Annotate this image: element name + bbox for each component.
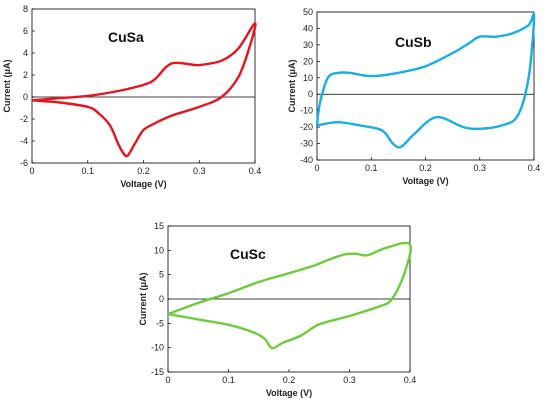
x-tick-label: 0 <box>314 163 319 173</box>
y-tick-label: -40 <box>300 155 313 165</box>
x-tick-label: 0.1 <box>81 166 94 176</box>
y-tick-label: 50 <box>303 7 313 17</box>
panel-cusa: 0 0.1 0.2 0.3 0.4 -6 -4 -2 0 2 4 6 8 Voltage (V) Curre… <box>2 4 261 189</box>
y-tick-label: 0 <box>159 294 164 304</box>
y-tick-label: -4 <box>20 136 28 146</box>
x-axis-label: Voltage (V) <box>266 388 312 398</box>
y-tick-label: 20 <box>303 56 313 66</box>
y-axis-label: Current (μA) <box>138 272 148 325</box>
x-axis-label: Voltage (V) <box>402 176 448 186</box>
y-tick-label: 6 <box>23 26 28 36</box>
panel-cusc: 0 0.1 0.2 0.3 0.4 -15 -10 -5 0 5 10 15 Voltage (V) Cu… <box>138 221 416 398</box>
y-axis-label: Current (μA) <box>287 59 297 112</box>
x-tick-label: 0.1 <box>365 163 378 173</box>
y-tick-label: -5 <box>156 318 164 328</box>
x-tick-label: 0.4 <box>528 163 541 173</box>
x-axis-label: Voltage (V) <box>120 179 166 189</box>
y-tick-label: -2 <box>20 114 28 124</box>
y-tick-label: 0 <box>23 92 28 102</box>
y-tick-label: 0 <box>308 89 313 99</box>
y-tick-label: 2 <box>23 70 28 80</box>
x-tick-label: 0.3 <box>473 163 486 173</box>
y-tick-label: -30 <box>300 139 313 149</box>
panel-cusb: 0 0.1 0.2 0.3 0.4 -40 -30 -20 -10 0 10 20 30 40 50 Volt… <box>287 7 540 186</box>
y-tick-label: 5 <box>159 270 164 280</box>
x-tick-label: 0 <box>165 375 170 385</box>
y-tick-label: -10 <box>151 343 164 353</box>
y-tick-label: 4 <box>23 48 28 58</box>
y-tick-label: 10 <box>154 245 164 255</box>
y-tick-label: 40 <box>303 23 313 33</box>
x-tick-label: 0.2 <box>137 166 150 176</box>
cv-curve-line <box>315 12 536 149</box>
y-tick-label: 10 <box>303 73 313 83</box>
x-tick-label: 0.3 <box>343 375 356 385</box>
chart-title: CuSc <box>230 246 266 262</box>
chart-title: CuSb <box>395 34 432 50</box>
y-tick-label: 30 <box>303 40 313 50</box>
y-tick-label: 8 <box>23 4 28 14</box>
y-tick-label: -20 <box>300 122 313 132</box>
chart-title: CuSa <box>108 29 144 45</box>
y-tick-label: -15 <box>151 367 164 377</box>
x-tick-label: 0.2 <box>419 163 432 173</box>
x-tick-label: 0.2 <box>283 375 296 385</box>
y-axis-label: Current (μA) <box>2 59 12 112</box>
x-tick-label: 0 <box>29 166 34 176</box>
x-tick-label: 0.4 <box>249 166 262 176</box>
x-tick-label: 0.1 <box>222 375 235 385</box>
y-tick-label: -6 <box>20 158 28 168</box>
y-tick-label: -10 <box>300 106 313 116</box>
cv-curve-line <box>167 241 412 350</box>
x-tick-label: 0.4 <box>404 375 417 385</box>
cv-curve-line <box>31 22 257 158</box>
x-tick-label: 0.3 <box>193 166 206 176</box>
y-tick-label: 15 <box>154 221 164 231</box>
